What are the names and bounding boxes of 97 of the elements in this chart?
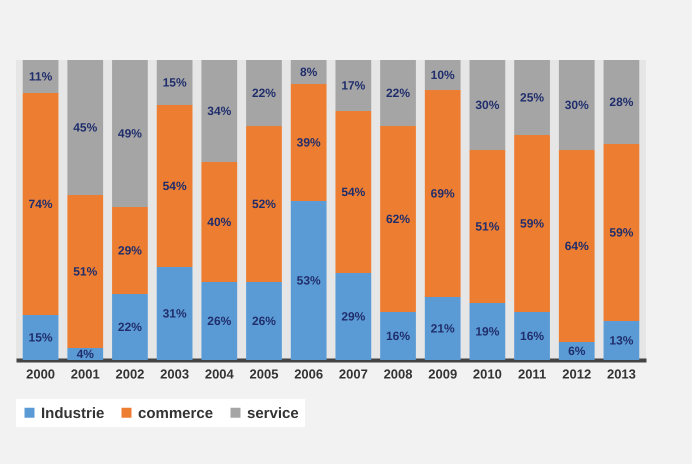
bar: [470, 303, 506, 360]
data-label: 15%: [162, 76, 187, 90]
data-label: 4%: [76, 347, 94, 361]
bar: [112, 207, 148, 294]
bar: [67, 195, 104, 348]
bar: [156, 105, 192, 267]
data-label: 64%: [564, 239, 590, 253]
x-tick-label: 2002: [115, 366, 144, 382]
x-tick-label: 2013: [606, 366, 636, 382]
x-tick-label: 2012: [562, 366, 592, 382]
bar: [246, 60, 282, 126]
data-label: 6%: [568, 344, 586, 358]
bar: [156, 60, 192, 105]
x-tick-label: 2000: [26, 366, 56, 382]
x-tick-label: 2004: [204, 366, 235, 382]
data-label: 22%: [252, 86, 276, 100]
data-label: 74%: [28, 197, 53, 211]
x-tick-label: 2008: [384, 366, 412, 382]
bar: [558, 60, 595, 150]
bar: [424, 297, 461, 360]
bar: [67, 60, 104, 195]
data-label: 29%: [118, 244, 142, 258]
data-label: 30%: [475, 98, 500, 112]
data-label: 26%: [252, 314, 276, 328]
data-label: 26%: [207, 314, 232, 328]
data-label: 59%: [609, 226, 634, 240]
data-label: 34%: [207, 104, 232, 118]
bar: [201, 60, 238, 162]
bar: [22, 93, 58, 315]
data-label: 22%: [118, 320, 142, 334]
bar: [380, 60, 416, 126]
bar: [604, 321, 640, 360]
bar: [290, 201, 327, 360]
data-label: 39%: [296, 136, 321, 150]
bar: [201, 162, 238, 282]
data-label: 62%: [386, 212, 410, 226]
data-label: 51%: [73, 264, 98, 278]
data-label: 8%: [300, 65, 318, 79]
data-label: 59%: [520, 216, 544, 230]
x-tick-label: 2009: [428, 366, 458, 382]
data-label: 25%: [520, 90, 544, 104]
x-tick-label: 2005: [250, 366, 278, 382]
bar: [290, 84, 327, 201]
bar: [112, 294, 148, 360]
data-label: 17%: [341, 78, 366, 92]
x-tick-label: 2006: [294, 366, 324, 382]
data-label: 16%: [386, 329, 410, 343]
x-tick-label: 2001: [70, 366, 100, 382]
data-label: 15%: [28, 330, 53, 344]
bar: [470, 60, 506, 150]
data-label: 11%: [28, 70, 53, 84]
data-label: 13%: [609, 334, 634, 348]
bar: [514, 312, 550, 360]
data-label: 30%: [564, 98, 590, 112]
bar: [201, 282, 238, 360]
bar: [424, 90, 461, 297]
x-tick-label: 2007: [338, 366, 368, 382]
legend-label: service: [247, 404, 299, 422]
bar: [604, 60, 640, 144]
bar: [558, 150, 595, 342]
bar: [604, 144, 640, 321]
data-label: 54%: [341, 185, 366, 199]
bar: [335, 273, 372, 360]
data-label: 28%: [609, 95, 634, 109]
bar: [335, 111, 372, 273]
data-label: 16%: [520, 329, 544, 343]
data-label: 31%: [162, 306, 187, 320]
bar: [335, 60, 372, 111]
data-label: 52%: [252, 197, 276, 211]
bar: [22, 315, 58, 360]
data-label: 10%: [430, 68, 456, 82]
bar: [514, 135, 550, 312]
data-label: 45%: [73, 120, 98, 134]
data-label: 69%: [430, 186, 456, 200]
data-label: 40%: [207, 215, 232, 229]
data-label: 54%: [162, 179, 187, 193]
data-label: 51%: [475, 220, 500, 234]
data-label: 21%: [430, 322, 456, 336]
bar: [246, 126, 282, 282]
legend-label: commerce: [138, 404, 214, 422]
bar: [380, 126, 416, 312]
x-tick-label: 2010: [472, 366, 502, 382]
x-tick-label: 2003: [160, 366, 190, 382]
bar: [514, 60, 550, 135]
bar: [246, 282, 282, 360]
bar: [380, 312, 416, 360]
bar: [470, 150, 506, 303]
bar: [112, 60, 148, 207]
data-label: 22%: [386, 86, 410, 100]
legend-label: Industrie: [41, 404, 104, 422]
bar: [156, 267, 192, 360]
data-label: 29%: [341, 310, 366, 324]
data-label: 53%: [296, 274, 321, 288]
data-label: 49%: [118, 126, 142, 140]
bar: [22, 60, 58, 93]
x-tick-label: 2011: [518, 366, 546, 382]
data-label: 19%: [475, 324, 500, 338]
